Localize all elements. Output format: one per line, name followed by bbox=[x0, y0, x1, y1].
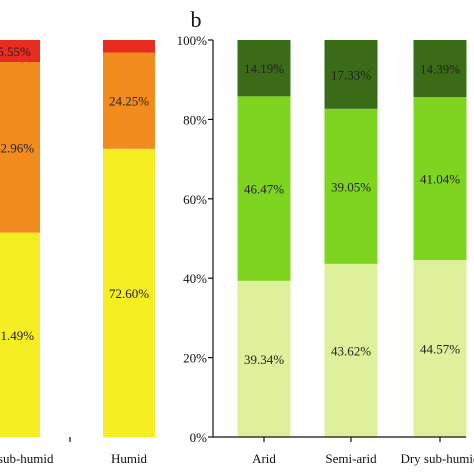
category-label: Humid bbox=[111, 451, 148, 466]
bar-segment bbox=[324, 263, 378, 437]
data-label: 41.04% bbox=[420, 172, 460, 187]
bar-segment bbox=[324, 108, 378, 264]
bar-segment bbox=[413, 97, 467, 261]
panel-a: 51.49% 42.96% 5.55% Dry sub-humid 72.60% 24.2… bbox=[0, 40, 155, 466]
bar-segment bbox=[0, 232, 40, 437]
data-label: 42.96% bbox=[0, 140, 34, 155]
data-label: 46.47% bbox=[244, 182, 284, 197]
bar-segment bbox=[413, 260, 467, 437]
data-label: 51.49% bbox=[0, 328, 34, 343]
data-label: 5.55% bbox=[0, 44, 31, 59]
bar-segment bbox=[324, 40, 378, 109]
data-label: 44.57% bbox=[420, 342, 460, 357]
category-label: Semi-arid bbox=[325, 451, 377, 466]
data-label: 24.25% bbox=[109, 94, 149, 109]
bar-segment bbox=[237, 96, 291, 281]
y-tick-label: 0% bbox=[190, 430, 208, 445]
y-tick-label: 20% bbox=[183, 351, 207, 366]
panel-b: 39.34% 46.47% 14.19% Arid 43.62% 39.05% 17.33%… bbox=[177, 7, 474, 466]
data-label: 14.39% bbox=[420, 62, 460, 77]
panel-letter: b bbox=[191, 7, 202, 32]
category-label: Arid bbox=[252, 451, 276, 466]
y-tick-label: 100% bbox=[177, 33, 208, 48]
data-label: 39.05% bbox=[331, 179, 371, 194]
y-tick-label: 40% bbox=[183, 271, 207, 286]
category-label: Dry sub-humid bbox=[400, 451, 474, 466]
bar-segment bbox=[103, 148, 155, 437]
data-label: 14.19% bbox=[244, 61, 284, 76]
bar-segment bbox=[413, 40, 467, 98]
category-label: Dry sub-humid bbox=[0, 451, 54, 466]
bar-segment bbox=[0, 62, 40, 233]
bar-segment bbox=[237, 280, 291, 437]
bar-segment bbox=[0, 40, 40, 63]
bar-segment bbox=[237, 40, 291, 97]
data-label: 43.62% bbox=[331, 343, 371, 358]
data-label: 72.60% bbox=[109, 286, 149, 301]
bar-segment bbox=[103, 52, 155, 149]
data-label: 39.34% bbox=[244, 352, 284, 367]
data-label: 17.33% bbox=[331, 67, 371, 82]
y-tick-label: 80% bbox=[183, 112, 207, 127]
bar-segment bbox=[103, 40, 155, 53]
y-tick-label: 60% bbox=[183, 192, 207, 207]
